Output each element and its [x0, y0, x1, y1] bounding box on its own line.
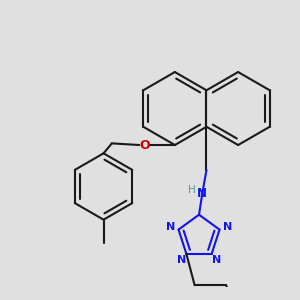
Text: H: H: [188, 185, 195, 195]
Text: N: N: [223, 222, 232, 232]
Text: N: N: [212, 255, 221, 266]
Text: O: O: [140, 139, 150, 152]
Text: N: N: [166, 222, 175, 232]
Text: N: N: [177, 255, 186, 266]
Text: N: N: [197, 187, 207, 200]
